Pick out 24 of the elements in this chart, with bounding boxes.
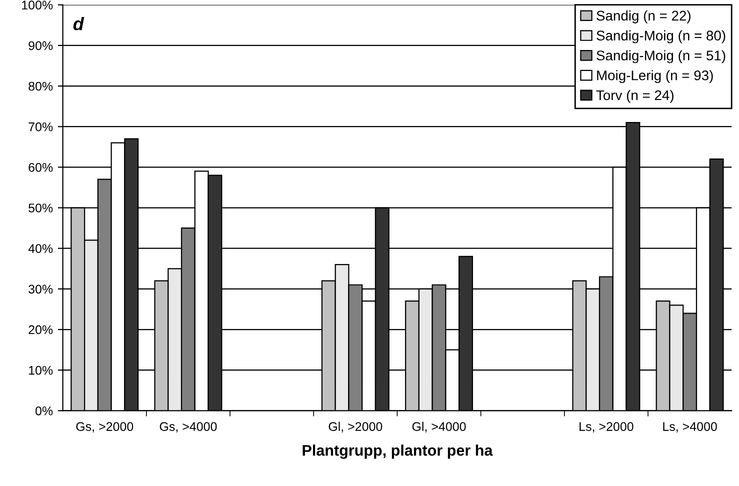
x-tick-label: Gs, >4000: [160, 422, 217, 432]
y-tick-label: 40%: [28, 244, 53, 253]
y-tick-label: 60%: [28, 162, 53, 172]
y-tick-label: 80%: [28, 82, 53, 91]
y-tick-label: 90%: [28, 41, 53, 50]
y-tick-label: 100%: [22, 0, 53, 10]
legend-label: Sandig (n = 22): [596, 10, 690, 24]
y-tick-label: 10%: [29, 366, 53, 375]
y-tick-label: 20%: [28, 325, 53, 334]
legend-label: Moig-Lerig (n = 93): [597, 70, 713, 84]
x-tick-label: Gs, >2000: [76, 422, 134, 432]
legend-label: Torv (n = 24): [596, 90, 674, 103]
annotation: d: [73, 17, 84, 30]
x-tick-label: Ls, >4000: [663, 422, 717, 432]
y-tick-label: 30%: [28, 284, 53, 294]
x-axis-title: Plantgrupp, plantor per ha: [302, 444, 493, 459]
x-tick-label: Gl, >2000: [328, 422, 382, 432]
y-tick-label: 50%: [28, 204, 53, 212]
legend-label: Sandig-Moig (n = 80): [596, 30, 726, 44]
x-tick-label: Gl, >4000: [412, 422, 466, 432]
y-tick-label: 0%: [36, 406, 53, 416]
x-tick-label: Ls, >2000: [580, 422, 634, 432]
y-tick-label: 70%: [28, 122, 53, 132]
legend-label: Sandig-Moig (n = 51): [596, 50, 726, 64]
